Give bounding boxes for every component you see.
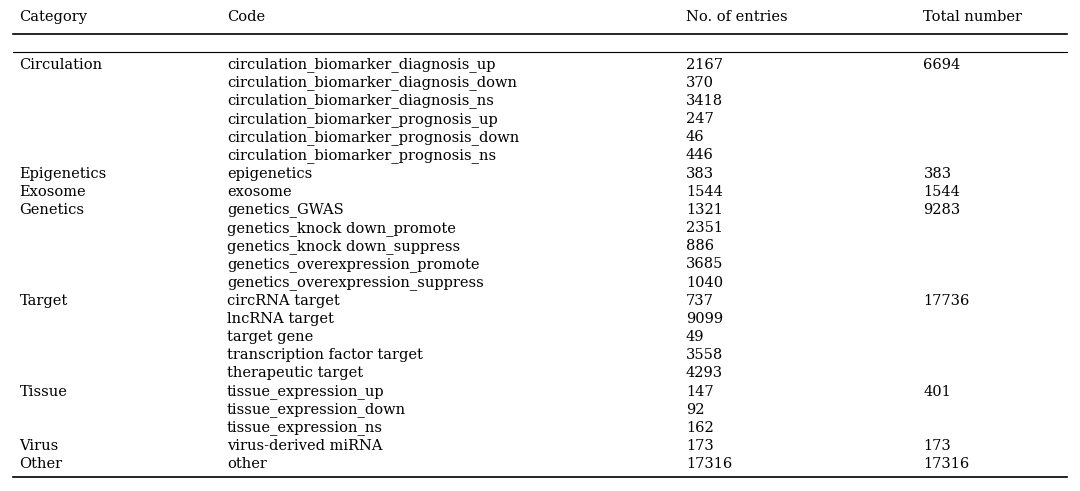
Text: 446: 446 [686,148,714,163]
Text: Epigenetics: Epigenetics [19,166,107,181]
Text: Circulation: Circulation [19,57,103,72]
Text: Total number: Total number [923,10,1023,24]
Text: 92: 92 [686,403,704,417]
Text: 401: 401 [923,384,951,399]
Text: epigenetics: epigenetics [227,166,312,181]
Text: 162: 162 [686,421,714,435]
Text: 247: 247 [686,112,714,126]
Text: 370: 370 [686,76,714,90]
Text: circulation_biomarker_prognosis_down: circulation_biomarker_prognosis_down [227,130,519,145]
Text: therapeutic target: therapeutic target [227,366,363,381]
Text: exosome: exosome [227,185,292,199]
Text: circulation_biomarker_diagnosis_ns: circulation_biomarker_diagnosis_ns [227,93,494,109]
Text: 3558: 3558 [686,348,723,362]
Text: 4293: 4293 [686,366,723,381]
Text: Target: Target [19,294,68,308]
Text: virus-derived miRNA: virus-derived miRNA [227,439,382,453]
Text: genetics_GWAS: genetics_GWAS [227,202,343,218]
Text: 1321: 1321 [686,203,723,217]
Text: 737: 737 [686,294,714,308]
Text: tissue_expression_up: tissue_expression_up [227,384,384,399]
Text: 1544: 1544 [686,185,723,199]
Text: circulation_biomarker_diagnosis_down: circulation_biomarker_diagnosis_down [227,75,517,90]
Text: Category: Category [19,10,87,24]
Text: 1544: 1544 [923,185,960,199]
Text: 17316: 17316 [686,457,732,471]
Text: genetics_knock down_suppress: genetics_knock down_suppress [227,239,460,254]
Text: 9283: 9283 [923,203,960,217]
Text: 1040: 1040 [686,275,723,290]
Text: circulation_biomarker_diagnosis_up: circulation_biomarker_diagnosis_up [227,57,496,72]
Text: 9099: 9099 [686,312,723,326]
Text: circulation_biomarker_prognosis_ns: circulation_biomarker_prognosis_ns [227,148,496,163]
Text: 173: 173 [686,439,714,453]
Text: Other: Other [19,457,63,471]
Text: Tissue: Tissue [19,384,67,399]
Text: transcription factor target: transcription factor target [227,348,422,362]
Text: 17736: 17736 [923,294,970,308]
Text: 383: 383 [923,166,951,181]
Text: 2351: 2351 [686,221,723,235]
Text: genetics_knock down_promote: genetics_knock down_promote [227,220,456,236]
Text: tissue_expression_ns: tissue_expression_ns [227,420,382,436]
Text: 6694: 6694 [923,57,960,72]
Text: 46: 46 [686,130,704,144]
Text: No. of entries: No. of entries [686,10,787,24]
Text: lncRNA target: lncRNA target [227,312,334,326]
Text: 49: 49 [686,330,704,344]
Text: Virus: Virus [19,439,58,453]
Text: 147: 147 [686,384,714,399]
Text: tissue_expression_down: tissue_expression_down [227,402,406,417]
Text: 2167: 2167 [686,57,723,72]
Text: 173: 173 [923,439,951,453]
Text: 3418: 3418 [686,94,723,108]
Text: 3685: 3685 [686,257,724,272]
Text: genetics_overexpression_promote: genetics_overexpression_promote [227,257,480,272]
Text: genetics_overexpression_suppress: genetics_overexpression_suppress [227,275,484,290]
Text: other: other [227,457,267,471]
Text: Exosome: Exosome [19,185,86,199]
Text: 383: 383 [686,166,714,181]
Text: Code: Code [227,10,265,24]
Text: circRNA target: circRNA target [227,294,339,308]
Text: 886: 886 [686,239,714,253]
Text: 17316: 17316 [923,457,970,471]
Text: circulation_biomarker_prognosis_up: circulation_biomarker_prognosis_up [227,111,498,127]
Text: target gene: target gene [227,330,313,344]
Text: Genetics: Genetics [19,203,84,217]
